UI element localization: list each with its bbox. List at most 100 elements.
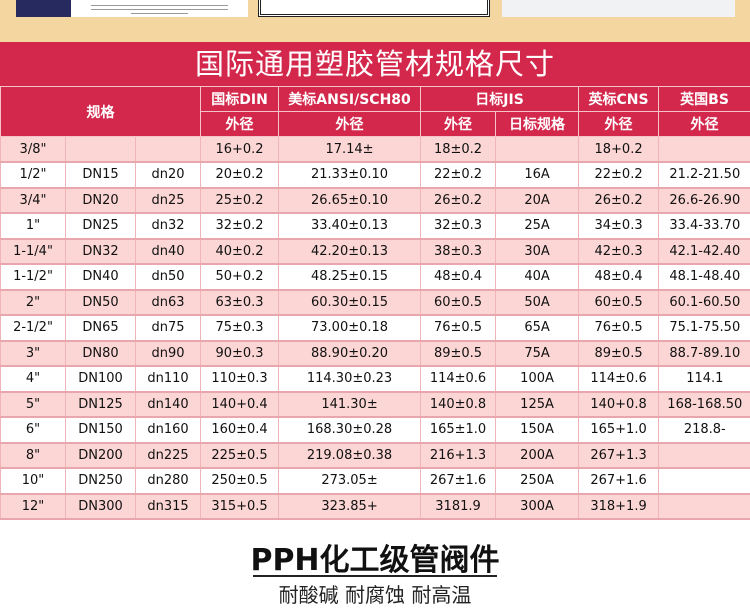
table-cell: 125A bbox=[496, 392, 579, 418]
table-cell: 114±0.6 bbox=[579, 366, 659, 392]
certificate-image bbox=[502, 0, 735, 17]
certificate-image bbox=[258, 0, 490, 17]
table-cell: DN200 bbox=[66, 443, 136, 469]
table-cell: 75±0.3 bbox=[201, 315, 279, 341]
table-cell: DN25 bbox=[66, 213, 136, 239]
table-cell: 30A bbox=[496, 239, 579, 265]
header-jis: 日标JIS bbox=[421, 87, 579, 112]
table-cell: 89±0.5 bbox=[579, 341, 659, 367]
table-cell: 114.1 bbox=[659, 366, 750, 392]
header-din: 国标DIN bbox=[201, 87, 279, 112]
table-cell: 25±0.2 bbox=[201, 188, 279, 214]
table-cell: DN100 bbox=[66, 366, 136, 392]
table-cell: 32±0.2 bbox=[201, 213, 279, 239]
header-ansi: 美标ANSI/SCH80 bbox=[279, 87, 421, 112]
table-cell: 1/2" bbox=[1, 162, 66, 188]
table-cell: 114.30±0.23 bbox=[279, 366, 421, 392]
table-cell: 42.1-42.40 bbox=[659, 239, 750, 265]
subheader: 外径 bbox=[579, 112, 659, 137]
table-cell: 141.30± bbox=[279, 392, 421, 418]
certificate-strip bbox=[0, 0, 750, 42]
table-cell: 42.20±0.13 bbox=[279, 239, 421, 265]
table-cell bbox=[659, 137, 750, 163]
table-cell: DN80 bbox=[66, 341, 136, 367]
header-cns: 英标CNS bbox=[579, 87, 659, 112]
table-cell: dn63 bbox=[136, 290, 201, 316]
table-cell bbox=[659, 468, 750, 494]
table-cell: 60±0.5 bbox=[421, 290, 496, 316]
table-cell: 3/8" bbox=[1, 137, 66, 163]
certificate-image bbox=[16, 0, 71, 17]
table-cell: 76±0.5 bbox=[421, 315, 496, 341]
table-cell: 168.30±0.28 bbox=[279, 417, 421, 443]
table-cell: 300A bbox=[496, 494, 579, 520]
table-cell: 50A bbox=[496, 290, 579, 316]
table-cell: 76±0.5 bbox=[579, 315, 659, 341]
table-cell: 60.1-60.50 bbox=[659, 290, 750, 316]
table-cell: 200A bbox=[496, 443, 579, 469]
subheader: 日标规格 bbox=[496, 112, 579, 137]
table-cell: 50+0.2 bbox=[201, 264, 279, 290]
table-cell: 323.85+ bbox=[279, 494, 421, 520]
table-cell: 6" bbox=[1, 417, 66, 443]
table-cell: dn140 bbox=[136, 392, 201, 418]
table-cell bbox=[659, 494, 750, 520]
table-cell: DN40 bbox=[66, 264, 136, 290]
table-cell: DN125 bbox=[66, 392, 136, 418]
divider bbox=[253, 575, 497, 577]
table-cell: 90±0.3 bbox=[201, 341, 279, 367]
table-cell: 25A bbox=[496, 213, 579, 239]
table-cell bbox=[496, 137, 579, 163]
table-cell: 17.14± bbox=[279, 137, 421, 163]
table-cell: 225±0.5 bbox=[201, 443, 279, 469]
table-cell: dn32 bbox=[136, 213, 201, 239]
table-cell: 100A bbox=[496, 366, 579, 392]
header-bs: 英国BS bbox=[659, 87, 750, 112]
product-title: PPH化工级管阀件 bbox=[0, 535, 750, 579]
subheader: 外径 bbox=[201, 112, 279, 137]
table-cell: 38±0.3 bbox=[421, 239, 496, 265]
table-cell: 48.25±0.15 bbox=[279, 264, 421, 290]
table-cell: 26.65±0.10 bbox=[279, 188, 421, 214]
table-cell: 140+0.8 bbox=[579, 392, 659, 418]
table-cell: DN250 bbox=[66, 468, 136, 494]
table-cell: 22±0.2 bbox=[421, 162, 496, 188]
table-cell: 250A bbox=[496, 468, 579, 494]
table-cell: 18±0.2 bbox=[421, 137, 496, 163]
header-spec: 规格 bbox=[1, 87, 201, 137]
table-cell: 16A bbox=[496, 162, 579, 188]
table-title: 国际通用塑胶管材规格尺寸 bbox=[0, 42, 750, 86]
table-cell: 140±0.8 bbox=[421, 392, 496, 418]
table-cell: 88.7-89.10 bbox=[659, 341, 750, 367]
table-cell: 48.1-48.40 bbox=[659, 264, 750, 290]
table-cell: 1-1/2" bbox=[1, 264, 66, 290]
table-cell: 21.33±0.10 bbox=[279, 162, 421, 188]
table-cell: 20A bbox=[496, 188, 579, 214]
table-cell: DN300 bbox=[66, 494, 136, 520]
product-subtitle: 耐酸碱 耐腐蚀 耐高温 bbox=[0, 579, 750, 608]
subheader: 外径 bbox=[421, 112, 496, 137]
table-cell: 3/4" bbox=[1, 188, 66, 214]
table-cell: 60.30±0.15 bbox=[279, 290, 421, 316]
table-cell: 150A bbox=[496, 417, 579, 443]
certificate-image bbox=[71, 0, 248, 17]
table-cell: 2" bbox=[1, 290, 66, 316]
table-cell: dn160 bbox=[136, 417, 201, 443]
table-cell: 5" bbox=[1, 392, 66, 418]
table-cell: 65A bbox=[496, 315, 579, 341]
table-cell: 75A bbox=[496, 341, 579, 367]
table-cell: dn280 bbox=[136, 468, 201, 494]
